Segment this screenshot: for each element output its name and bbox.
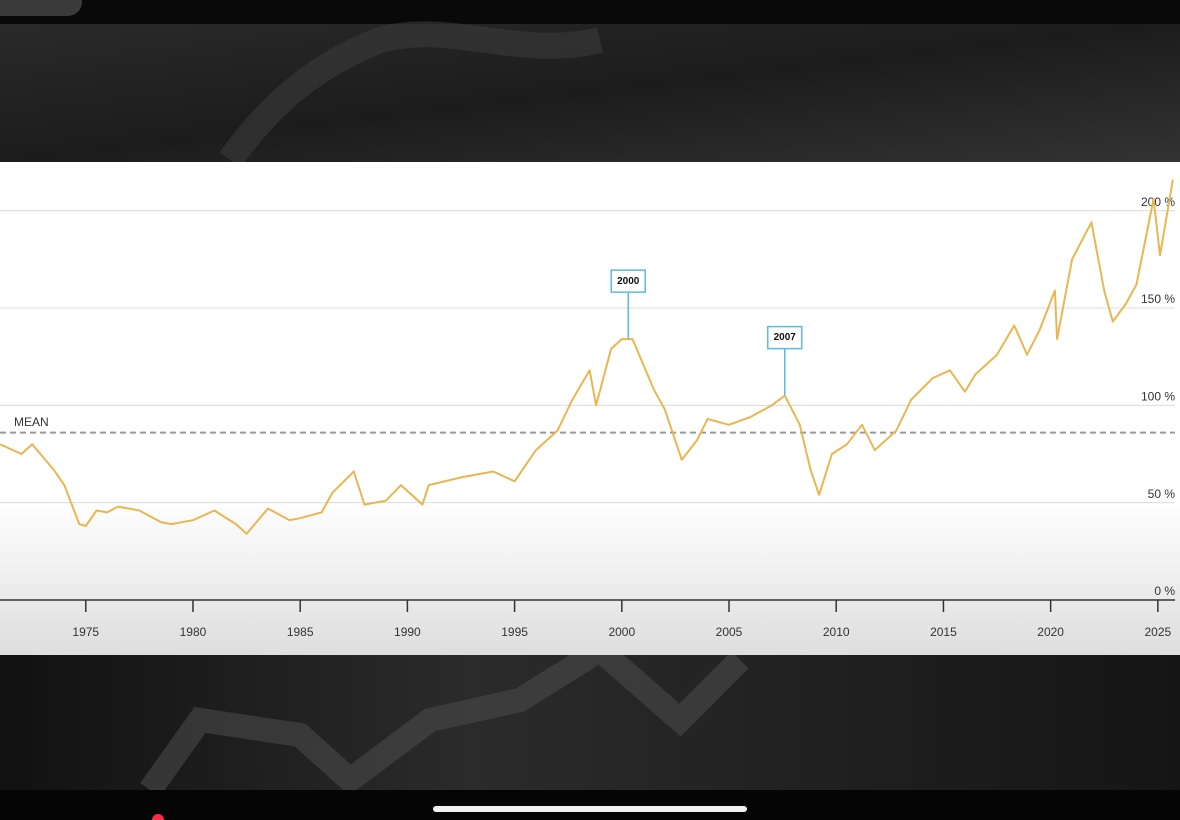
price-line: [0, 179, 1174, 535]
y-tick-label: 0 %: [1154, 584, 1175, 598]
annotation-box: [767, 325, 803, 350]
y-tick-label: 200 %: [1141, 195, 1175, 209]
x-tick-label: 1975: [72, 625, 99, 639]
x-tick-label: 1995: [501, 625, 528, 639]
record-dot: [152, 814, 164, 820]
mean-label: MEAN: [14, 415, 49, 429]
y-tick-label: 150 %: [1141, 292, 1175, 306]
x-tick-label: 2005: [716, 625, 743, 639]
home-indicator[interactable]: [433, 806, 747, 812]
y-tick-label: 100 %: [1141, 390, 1175, 404]
y-tick-label: 50 %: [1148, 487, 1176, 501]
x-tick-label: 2000: [608, 625, 635, 639]
chart-panel: [0, 162, 1180, 655]
annotation-label: 2000: [617, 276, 640, 287]
x-tick-label: 1985: [287, 625, 314, 639]
status-bar: [0, 0, 1180, 24]
x-tick-label: 2020: [1037, 625, 1064, 639]
x-tick-label: 2015: [930, 625, 957, 639]
annotation-label: 2007: [774, 332, 797, 343]
chart: 0 % 50 % 100 % 150 % 200 % 1975 1980 1985 1990 19…: [0, 179, 1176, 639]
blur-shape: [140, 635, 749, 797]
bottom-bar: [0, 790, 1180, 820]
annotation-box: [610, 269, 646, 293]
x-tick-label: 1980: [180, 625, 207, 639]
x-tick-label: 2025: [1144, 625, 1171, 639]
x-tick-label: 1990: [394, 625, 421, 639]
x-tick-label: 2010: [823, 625, 850, 639]
blur-shape: [219, 21, 604, 168]
back-button[interactable]: [0, 0, 82, 16]
